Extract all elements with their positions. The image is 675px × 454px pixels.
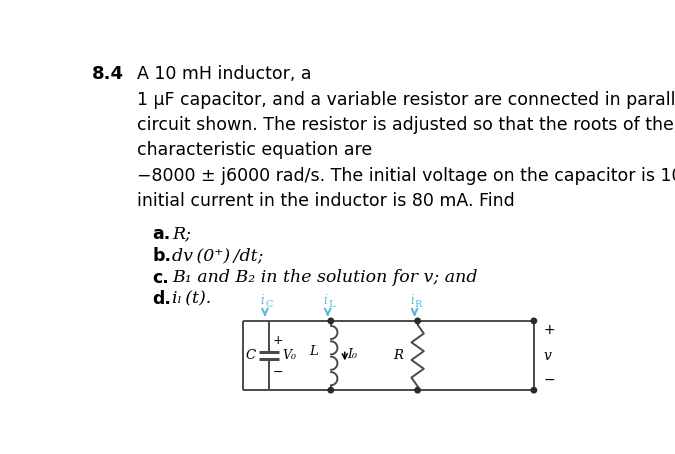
Text: B₁ and B₂ in the solution for v; and: B₁ and B₂ in the solution for v; and (172, 268, 477, 286)
Text: a.: a. (153, 226, 171, 243)
Text: C: C (265, 300, 273, 309)
Text: c.: c. (153, 268, 169, 286)
Text: C: C (246, 349, 256, 362)
Text: 8.4: 8.4 (92, 65, 124, 83)
Text: b.: b. (153, 247, 171, 265)
Text: V₀: V₀ (282, 349, 296, 362)
Text: d.: d. (153, 290, 171, 308)
Text: −8000 ± j6000 rad/s. The initial voltage on the capacitor is 10 V, and the: −8000 ± j6000 rad/s. The initial voltage… (137, 167, 675, 185)
Text: +: + (543, 323, 555, 337)
Text: −: − (543, 372, 555, 386)
Text: R: R (394, 349, 404, 362)
Text: initial current in the inductor is 80 mA. Find: initial current in the inductor is 80 mA… (137, 192, 515, 210)
Text: v: v (543, 349, 551, 363)
Text: i: i (410, 294, 414, 307)
Text: iₗ (t).: iₗ (t). (172, 290, 211, 307)
Circle shape (531, 318, 537, 324)
Circle shape (328, 388, 333, 393)
Text: R: R (414, 300, 422, 309)
Text: +: + (273, 334, 284, 347)
Text: R;: R; (172, 226, 191, 242)
Text: i: i (323, 294, 327, 307)
Text: i: i (261, 294, 265, 307)
Text: dv (0⁺) /dt;: dv (0⁺) /dt; (172, 247, 263, 264)
Circle shape (531, 388, 537, 393)
Circle shape (415, 388, 421, 393)
Text: A 10 mH inductor, a: A 10 mH inductor, a (137, 65, 312, 83)
Text: characteristic equation are: characteristic equation are (137, 142, 373, 159)
Text: −: − (273, 366, 284, 379)
Text: 1 μF capacitor, and a variable resistor are connected in parallel in the: 1 μF capacitor, and a variable resistor … (137, 91, 675, 109)
Circle shape (415, 318, 421, 324)
Text: L: L (328, 300, 335, 309)
Text: I₀: I₀ (347, 347, 357, 360)
Text: L: L (310, 345, 319, 358)
Circle shape (328, 318, 333, 324)
Text: circuit shown. The resistor is adjusted so that the roots of the: circuit shown. The resistor is adjusted … (137, 116, 674, 134)
